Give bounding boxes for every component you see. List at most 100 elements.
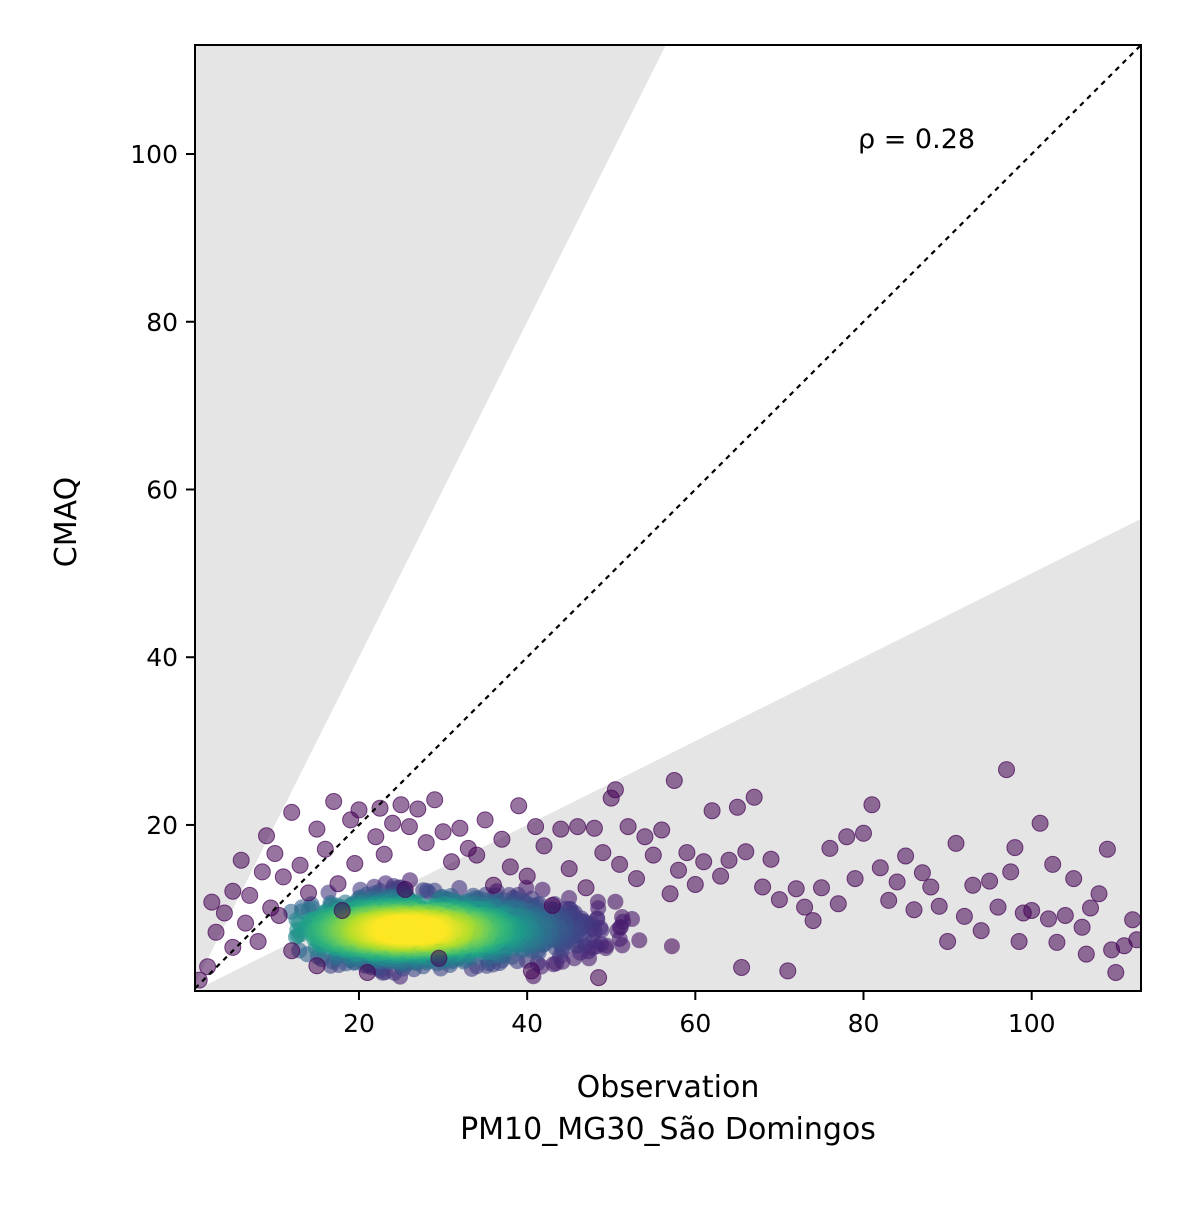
data-point: [518, 867, 536, 885]
data-point: [972, 922, 990, 940]
data-point: [670, 861, 687, 879]
data-point: [863, 796, 881, 814]
data-point: [258, 827, 275, 845]
data-point: [905, 901, 923, 919]
data-point: [745, 788, 763, 806]
data-point: [930, 897, 948, 915]
overlay-group: [195, 45, 1141, 990]
data-point: [665, 772, 683, 789]
data-point: [535, 837, 553, 855]
data-point: [813, 879, 830, 897]
data-point: [1056, 907, 1074, 924]
data-point: [485, 876, 502, 894]
data-point: [1082, 899, 1099, 917]
data-point: [325, 793, 343, 810]
data-point: [430, 949, 448, 967]
data-point: [283, 942, 301, 960]
data-point: [619, 818, 637, 836]
data-point: [1044, 855, 1062, 873]
data-point: [443, 853, 460, 871]
data-point: [274, 868, 292, 886]
data-point: [762, 850, 780, 868]
data-point: [1077, 945, 1095, 963]
data-point: [955, 907, 973, 925]
data-point: [703, 802, 721, 820]
data-point: [371, 799, 389, 817]
x-tick-label: 100: [1008, 1009, 1056, 1038]
data-point: [207, 923, 225, 941]
data-point: [964, 876, 982, 894]
data-point: [409, 800, 427, 818]
data-point: [560, 860, 578, 878]
data-point: [981, 872, 999, 890]
data-point: [1010, 933, 1028, 950]
data-point: [1128, 931, 1141, 949]
data-point: [333, 902, 351, 919]
data-point: [527, 818, 545, 836]
data-point: [308, 957, 326, 975]
data-point: [346, 855, 364, 872]
data-point: [329, 875, 347, 893]
data-point: [291, 856, 309, 874]
data-point: [737, 843, 755, 861]
data-point: [476, 811, 494, 829]
data-point: [871, 859, 889, 877]
data-point: [232, 851, 250, 869]
data-point: [510, 797, 528, 815]
shaded-region-lower: [195, 518, 1141, 991]
data-point: [300, 884, 317, 902]
data-point: [1040, 910, 1057, 928]
identity-line: [195, 45, 1141, 990]
x-axis-sublabel: PM10_MG30_São Domingos: [460, 1112, 876, 1147]
data-point: [855, 824, 872, 842]
data-point: [606, 781, 624, 799]
data-point: [358, 964, 376, 981]
data-point: [838, 828, 856, 846]
data-point: [585, 819, 603, 837]
data-point: [1065, 870, 1083, 888]
data-point: [367, 828, 385, 846]
data-point: [283, 803, 301, 821]
density-point: [401, 921, 418, 938]
shaded-region-upper: [195, 45, 666, 985]
y-tick-label: 60: [146, 475, 178, 504]
data-point: [787, 880, 805, 898]
data-point: [501, 858, 519, 876]
data-point: [266, 845, 284, 862]
data-point: [779, 962, 797, 980]
data-point: [661, 885, 679, 903]
data-point: [1098, 840, 1116, 858]
points-group: [195, 761, 1141, 989]
y-tick-label: 80: [146, 308, 178, 337]
data-point: [215, 904, 233, 922]
data-point: [577, 879, 595, 897]
data-point: [522, 962, 540, 980]
data-point: [989, 898, 1007, 916]
data-point: [203, 893, 221, 911]
data-point: [611, 855, 629, 873]
data-point: [253, 863, 271, 881]
plot-area: [195, 45, 1141, 991]
density-point: [663, 938, 680, 955]
data-point: [417, 834, 435, 852]
data-point: [590, 969, 608, 987]
density-point: [631, 932, 648, 949]
data-point: [434, 823, 452, 841]
data-point: [316, 840, 334, 858]
data-point: [770, 891, 788, 909]
data-point: [712, 867, 730, 885]
density-point: [534, 881, 551, 898]
data-point: [594, 844, 612, 862]
axes-group: 20 40 60 80 100 20 40 60 80 100: [130, 44, 1142, 1038]
data-point: [628, 870, 645, 888]
data-point: [1107, 964, 1125, 981]
data-point: [947, 834, 965, 852]
data-point: [653, 821, 671, 839]
y-tick-label: 100: [130, 140, 178, 169]
data-point: [829, 895, 847, 913]
data-point: [897, 847, 915, 865]
data-point: [451, 819, 469, 837]
data-point: [308, 820, 326, 838]
data-point: [1124, 911, 1141, 929]
